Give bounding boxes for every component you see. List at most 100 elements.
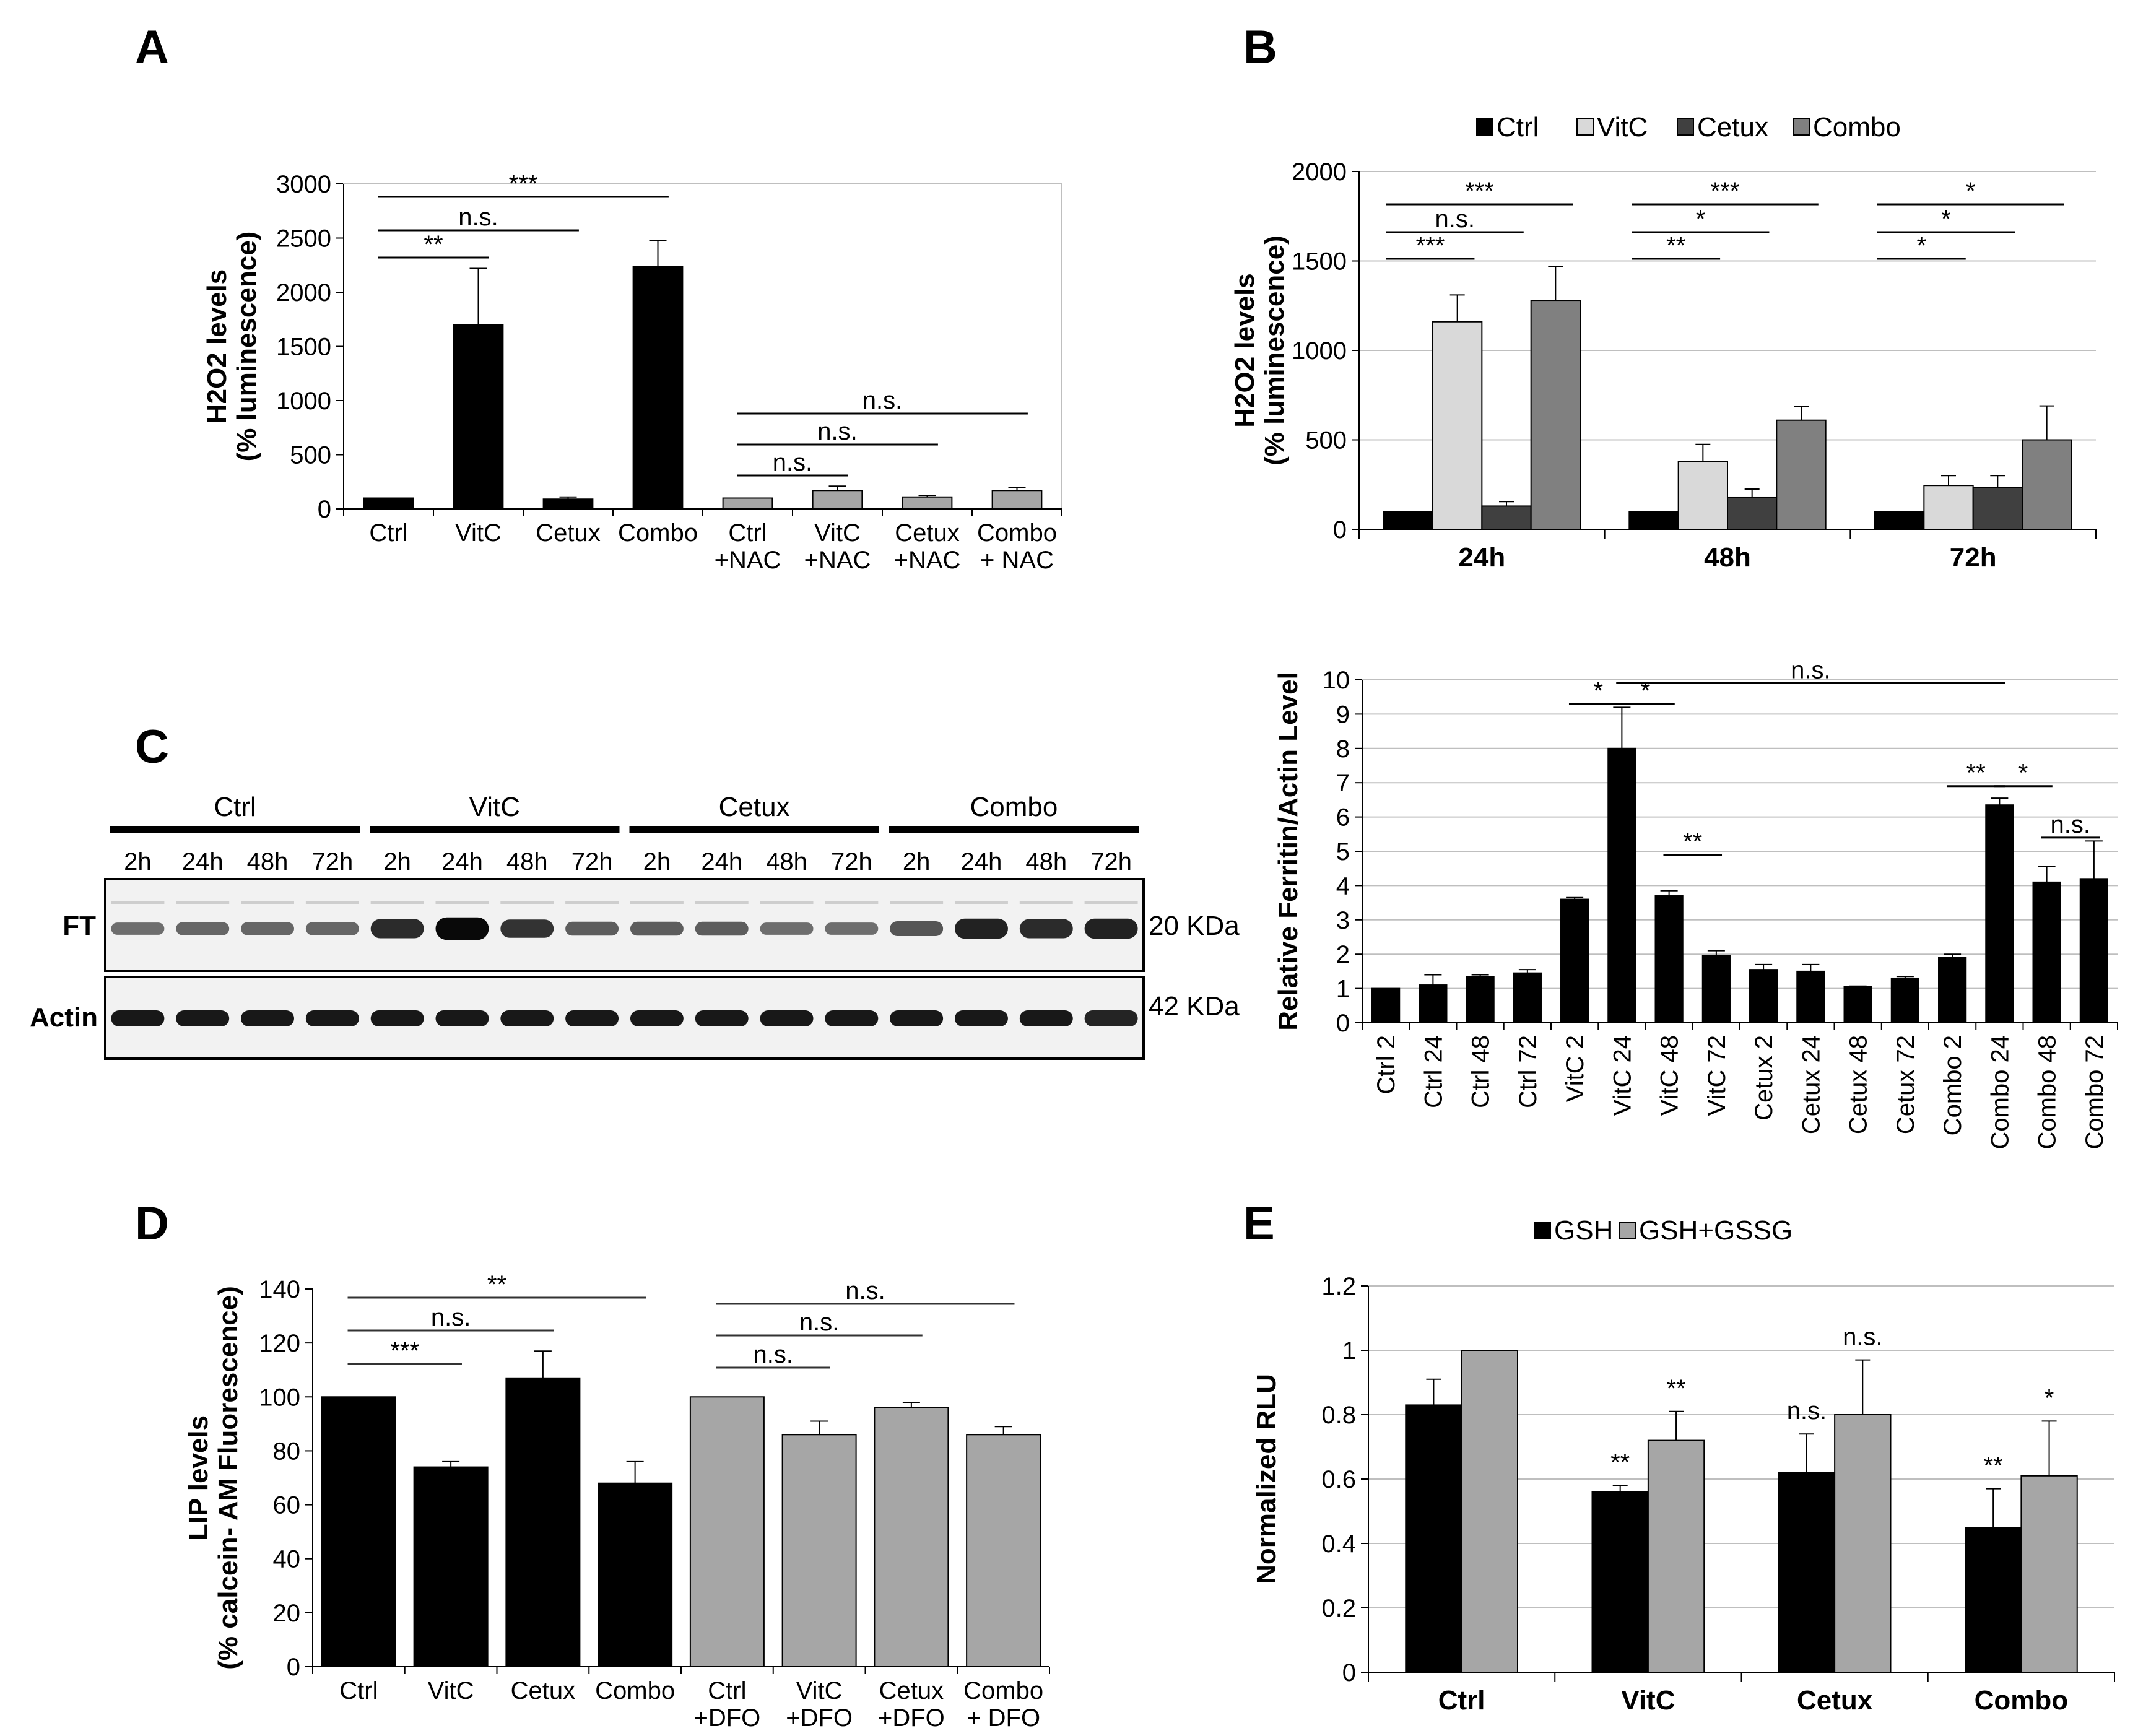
y-axis-label: (% luminescence)	[1259, 235, 1290, 466]
bar	[1466, 976, 1495, 1023]
x-group-label: VitC	[1621, 1685, 1675, 1716]
size-label-actin: 42 KDa	[1149, 991, 1240, 1022]
y-tick-label: 0.8	[1321, 1402, 1356, 1429]
x-tick-label: +DFO	[878, 1704, 945, 1732]
ft-band-faint	[1084, 901, 1138, 904]
bar	[1628, 511, 1679, 530]
ft-band	[1019, 919, 1073, 939]
x-tick-label: Cetux	[895, 519, 960, 547]
size-label-ft: 20 KDa	[1149, 911, 1240, 941]
x-tick-label: Combo	[595, 1677, 675, 1704]
legend-swatch	[1677, 118, 1694, 136]
ft-band-faint	[1019, 901, 1073, 904]
actin-band	[565, 1010, 619, 1026]
actin-band	[111, 1010, 165, 1026]
panel-letter-a: A	[135, 21, 169, 74]
panel-letter-c: C	[135, 721, 169, 773]
y-tick-label: 4	[1336, 872, 1350, 900]
ft-band-faint	[305, 901, 359, 904]
actin-band	[890, 1010, 944, 1026]
bar	[1778, 1472, 1836, 1673]
bar	[1371, 987, 1401, 1023]
legend-label: Cetux	[1697, 112, 1768, 142]
lane-label: 72h	[1090, 848, 1132, 875]
significance-label: n.s.	[845, 1277, 885, 1304]
bar	[1591, 1491, 1649, 1673]
x-tick-label: +DFO	[693, 1704, 760, 1732]
significance-label: n.s.	[458, 204, 498, 231]
x-tick-label: VitC	[455, 519, 502, 547]
ft-band	[760, 922, 814, 935]
legend-label: Ctrl	[1497, 112, 1539, 142]
panel-d-chart: 0 20 40 60 80 100 120 140 LIP levels (% calcein- …	[183, 1271, 1050, 1732]
actin-band	[500, 1010, 554, 1026]
lane-label: 24h	[441, 848, 483, 875]
panel-a-chart: 0 500 1000 1500 2000 2500 3000 H2O2 levels (% lu…	[202, 170, 1062, 574]
x-tick-label: VitC 48	[1656, 1035, 1684, 1116]
group-label: Combo	[970, 792, 1058, 822]
significance-label: *	[2018, 760, 2028, 787]
y-axis-label: Normalized RLU	[1251, 1374, 1282, 1584]
y-tick-label: 1500	[276, 334, 331, 361]
y-tick-label: 0.4	[1321, 1530, 1356, 1558]
x-tick-label: +NAC	[894, 547, 961, 574]
x-tick-label: VitC 2	[1562, 1035, 1589, 1102]
significance-label: *	[1696, 206, 1706, 233]
x-tick-label: Combo	[618, 519, 698, 547]
ft-band-faint	[176, 901, 230, 904]
y-axis-label: LIP levels	[183, 1415, 214, 1540]
significance-label: **	[1666, 232, 1685, 259]
bar	[1530, 300, 1581, 530]
y-tick-label: 2000	[1292, 158, 1347, 186]
significance-label: n.s.	[754, 1341, 793, 1368]
legend-label: GSH	[1554, 1215, 1613, 1246]
y-tick-label: 0	[287, 1654, 300, 1681]
ft-band-faint	[565, 901, 619, 904]
significance-label: *	[2045, 1384, 2054, 1412]
actin-band	[435, 1010, 489, 1026]
actin-band	[825, 1010, 879, 1026]
actin-band	[760, 1010, 814, 1026]
y-tick-label: 5	[1336, 838, 1350, 866]
row-label-actin: Actin	[30, 1002, 98, 1033]
bar	[1796, 970, 1825, 1024]
x-tick-label: VitC	[814, 519, 861, 547]
ft-band	[305, 922, 359, 935]
x-tick-label: VitC 24	[1609, 1035, 1636, 1116]
legend-swatch	[1576, 118, 1594, 136]
significance-label: **	[424, 231, 443, 258]
ft-band	[695, 921, 749, 936]
bar	[1972, 487, 2023, 531]
x-tick-label: +DFO	[786, 1704, 853, 1732]
significance-label: n.s.	[817, 418, 857, 445]
x-tick-label: Ctrl 2	[1373, 1035, 1400, 1095]
x-tick-label: +NAC	[715, 547, 781, 574]
ft-band	[435, 917, 489, 940]
lane-label: 72h	[831, 848, 872, 875]
bar	[1843, 986, 1872, 1023]
bar	[1874, 511, 1925, 530]
y-tick-label: 10	[1323, 667, 1350, 694]
lane-label: 48h	[506, 848, 548, 875]
x-tick-label: Combo 24	[1986, 1035, 2014, 1150]
panel-e-chart: 0 0.2 0.4 0.6 0.8 1 1.2 Normalized RLU Ctrl VitC C…	[1251, 1215, 2115, 1716]
ft-band	[630, 921, 684, 936]
ft-band	[890, 921, 944, 936]
x-tick-label: Ctrl	[339, 1677, 378, 1704]
bar	[2020, 1475, 2078, 1673]
lane-label: 2h	[124, 848, 152, 875]
y-axis-label: (% calcein- AM Fluorescence)	[213, 1286, 243, 1669]
bar	[991, 490, 1043, 510]
bar	[902, 496, 953, 510]
x-tick-label: + DFO	[967, 1704, 1040, 1732]
bar	[1513, 972, 1542, 1024]
bar	[1654, 895, 1684, 1024]
y-tick-label: 100	[259, 1384, 300, 1411]
y-tick-label: 6	[1336, 804, 1350, 831]
bar	[1965, 1527, 2022, 1673]
x-tick-label: Cetux	[511, 1677, 576, 1704]
x-tick-label: Combo 72	[2081, 1035, 2108, 1150]
bar	[1432, 321, 1483, 530]
bar	[781, 1434, 857, 1667]
significance-label: ***	[509, 170, 538, 197]
